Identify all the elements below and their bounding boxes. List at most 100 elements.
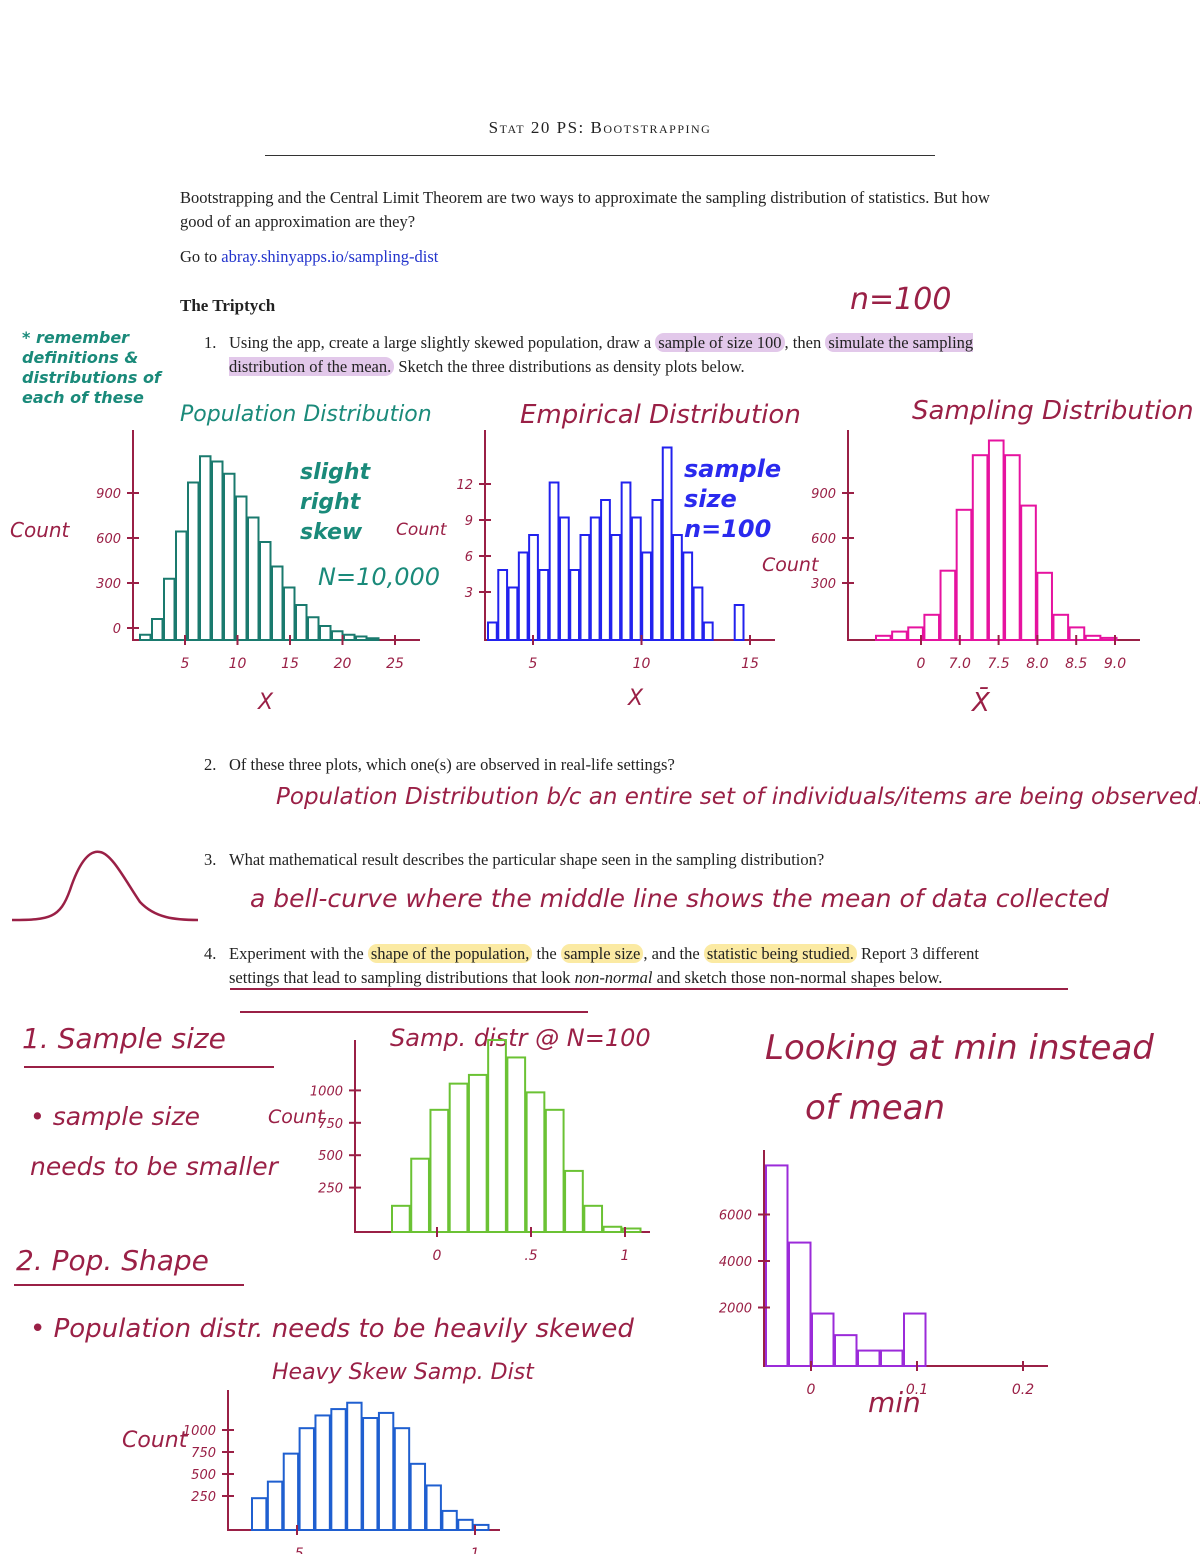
population-chart: 0 300 600 900 5 10 15 20 25: [96, 430, 420, 672]
handwritten-n: n=100: [850, 282, 952, 317]
histogram-bar: [391, 1204, 411, 1233]
y-tick-label: 300: [811, 577, 836, 592]
chart-axes: [354, 1040, 650, 1233]
setting2-note: • Population distr. needs to be heavily …: [30, 1314, 634, 1344]
histogram-bar: [487, 1039, 507, 1233]
histogram-bar: [548, 481, 560, 641]
app-link[interactable]: abray.shinyapps.io/sampling-dist: [221, 247, 439, 266]
histogram-bar: [857, 1349, 881, 1368]
x-tick-label: 0.2: [1012, 1382, 1034, 1398]
heavy-title: Heavy Skew Samp. Dist: [272, 1360, 534, 1385]
histogram-bar: [346, 1401, 363, 1531]
y-tick-label: 900: [96, 487, 121, 502]
histogram-bar: [620, 481, 632, 641]
empirical-count-label: Count: [396, 520, 447, 540]
histogram-bar: [211, 460, 224, 641]
big-n-note: N=10,000: [318, 563, 441, 591]
histogram-bar: [429, 1108, 450, 1233]
goto-line: Go to abray.shinyapps.io/sampling-dist: [180, 245, 438, 269]
setting1-count-label: Count: [268, 1106, 325, 1128]
histogram-bar: [682, 551, 694, 641]
x-tick-label: 9.0: [1104, 656, 1126, 672]
histogram-bar: [259, 541, 272, 641]
histogram-bar: [425, 1484, 442, 1532]
histogram-bar: [525, 1091, 546, 1234]
q4-part4: Report 3 different settings that lead to…: [229, 944, 979, 987]
histogram-bar: [282, 1452, 300, 1531]
histogram-bar: [139, 633, 152, 641]
intro-text: Bootstrapping and the Central Limit Theo…: [180, 188, 990, 231]
y-tick-label: 1000: [183, 1424, 216, 1439]
sampling-x-label: X̄: [972, 688, 990, 718]
q4-part1: Experiment with the: [229, 944, 368, 963]
y-tick-label: 900: [811, 487, 836, 502]
histogram-bar: [199, 455, 212, 641]
histogram-bar: [235, 495, 248, 641]
setting1-note-b: needs to be smaller: [30, 1152, 278, 1181]
histogram-bar: [330, 1408, 347, 1531]
x-tick-label: 8.0: [1026, 656, 1048, 672]
q1-text: Using the app, create a large slightly s…: [229, 331, 1024, 379]
y-tick-label: 3: [465, 586, 473, 601]
chart-axes: [847, 430, 1140, 641]
histogram-bar: [834, 1334, 858, 1367]
q4-part2: the: [532, 944, 561, 963]
histogram-bar: [298, 1427, 315, 1532]
histogram-bar: [467, 1073, 488, 1234]
histogram-bar: [811, 1312, 835, 1367]
histogram-bar: [343, 633, 356, 641]
histogram-bar: [907, 626, 924, 641]
x-tick-label: 0: [917, 656, 926, 672]
x-tick-label: 20: [334, 656, 352, 672]
histogram-bar: [271, 565, 284, 641]
q3-number: 3.: [204, 850, 217, 869]
histogram-bar: [589, 516, 601, 641]
histogram-bar: [307, 616, 320, 641]
histogram-bar: [507, 586, 519, 641]
x-tick-label: 5: [529, 656, 538, 672]
histogram-bar: [579, 534, 591, 641]
chart-axes: [763, 1150, 1048, 1367]
lower-charts: 250 500 750 1000 0 .5 1 250 500 750 1000 .5 1 2000 4…: [183, 1039, 1048, 1554]
q4-part3: , and the: [643, 944, 704, 963]
x-tick-label: 0: [807, 1382, 816, 1398]
histogram-bar: [630, 516, 642, 641]
q4-text: Experiment with the shape of the populat…: [229, 942, 1029, 990]
sampling-title: Sampling Distribution: [912, 396, 1194, 426]
slight-skew-note: slight right skew: [300, 460, 371, 545]
empirical-x-label: X: [628, 686, 644, 711]
y-tick-label: 250: [318, 1182, 343, 1197]
title-rule: [265, 155, 935, 156]
empirical-title: Empirical Distribution: [520, 400, 801, 430]
histogram-bar: [448, 1082, 469, 1233]
min-label: min: [868, 1386, 921, 1419]
y-tick-label: 0: [113, 622, 121, 637]
histogram-bar: [393, 1427, 411, 1532]
histogram-bar: [692, 586, 704, 641]
q4-underline-2: [240, 1011, 588, 1013]
y-tick-label: 600: [96, 532, 121, 547]
page-title: Stat 20 PS: Bootstrapping: [488, 118, 712, 137]
histogram-bar: [971, 454, 989, 642]
histogram-bar: [187, 481, 200, 641]
x-tick-label: .5: [524, 1248, 537, 1264]
population-x-label: X: [258, 690, 274, 715]
histogram-bar: [441, 1509, 458, 1531]
histogram-bar: [528, 534, 539, 641]
histogram-bar: [319, 625, 332, 641]
histogram-bar: [331, 630, 344, 641]
histogram-bar: [247, 516, 260, 641]
histogram-bar: [891, 630, 908, 642]
setting3-title-b: of mean: [805, 1088, 946, 1128]
histogram-bar: [733, 604, 745, 641]
y-tick-label: 500: [191, 1468, 216, 1483]
population-count-label: Count: [10, 518, 70, 542]
histogram-bar: [875, 634, 892, 642]
y-tick-label: 6000: [719, 1209, 752, 1224]
histogram-bar: [602, 1225, 623, 1234]
y-tick-label: 300: [96, 577, 121, 592]
histogram-bar: [600, 499, 611, 641]
x-tick-label: 25: [386, 656, 404, 672]
histogram-bar: [661, 446, 673, 641]
q1-part3: Sketch the three distributions as densit…: [394, 357, 745, 376]
